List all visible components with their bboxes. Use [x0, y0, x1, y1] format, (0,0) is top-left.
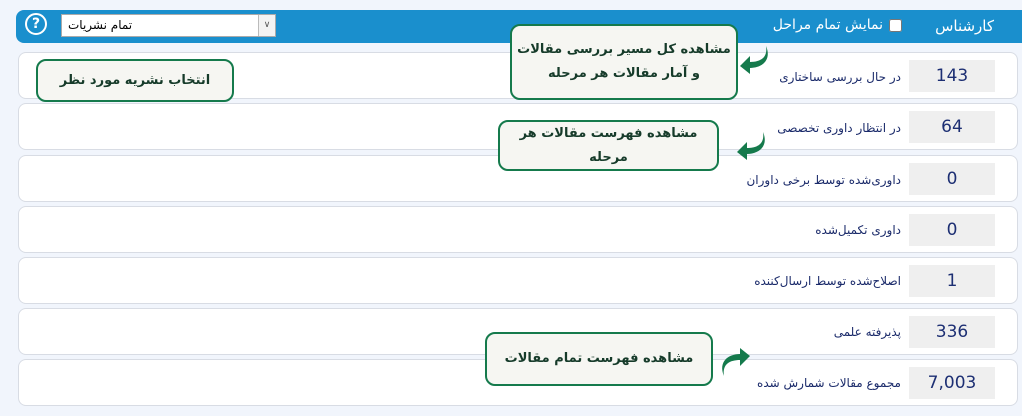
curved-arrow-icon: [740, 46, 768, 74]
show-all-stages-label: نمایش تمام مراحل: [772, 17, 883, 33]
stage-count[interactable]: 7,003: [909, 367, 995, 399]
callout-all-list: مشاهده فهرست تمام مقالات: [485, 332, 713, 386]
journal-select-value: تمام نشریات: [68, 18, 133, 32]
stage-count[interactable]: 0: [909, 163, 995, 195]
stage-label: در حال بررسی ساختاری: [779, 70, 901, 84]
show-all-stages-checkbox[interactable]: [889, 18, 902, 32]
stage-count[interactable]: 336: [909, 316, 995, 348]
stage-label: داوری‌شده توسط برخی داوران: [746, 173, 901, 187]
header-title: کارشناس: [935, 17, 994, 35]
stage-label: مجموع مقالات شمارش شده: [757, 376, 901, 390]
stage-count[interactable]: 143: [909, 60, 995, 92]
stage-row[interactable]: 0 داوری تکمیل‌شده: [18, 206, 1018, 253]
stage-label: داوری تکمیل‌شده: [815, 223, 901, 237]
stage-label: در انتظار داوری تخصصی: [777, 121, 901, 135]
chevron-down-icon: ∨: [258, 15, 275, 36]
callout-stage-path: مشاهده کل مسیر بررسی مقالات و آمار مقالا…: [510, 24, 738, 100]
help-icon[interactable]: ?: [25, 13, 47, 35]
stage-label: اصلاح‌شده توسط ارسال‌کننده: [754, 274, 901, 288]
curved-arrow-icon: [737, 132, 765, 160]
stage-label: پذیرفته علمی: [833, 325, 901, 339]
journal-select[interactable]: تمام نشریات ∨: [61, 14, 276, 37]
stage-count[interactable]: 64: [909, 111, 995, 143]
stage-row[interactable]: 1 اصلاح‌شده توسط ارسال‌کننده: [18, 257, 1018, 304]
show-all-stages-toggle[interactable]: نمایش تمام مراحل: [773, 17, 902, 33]
curved-arrow-icon: [722, 348, 750, 376]
stage-count[interactable]: 0: [909, 214, 995, 246]
callout-select-journal: انتخاب نشریه مورد نظر: [36, 59, 234, 102]
stage-count[interactable]: 1: [909, 265, 995, 297]
callout-stage-list: مشاهده فهرست مقالات هر مرحله: [498, 120, 719, 171]
